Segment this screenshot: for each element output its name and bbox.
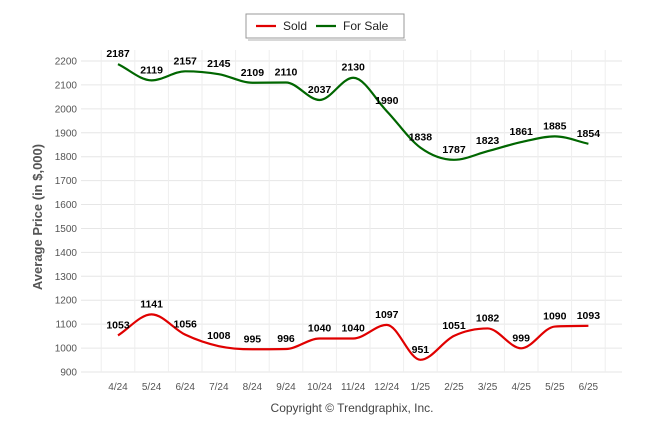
y-tick-label: 1300 — [55, 272, 78, 283]
data-label-for-sale: 2037 — [308, 84, 332, 96]
series-line-for-sale — [117, 63, 589, 161]
y-tick-label: 900 — [60, 368, 77, 379]
data-label-for-sale: 2187 — [106, 48, 130, 60]
x-tick-label: 11/24 — [341, 382, 366, 393]
y-tick-label: 1800 — [55, 152, 78, 163]
data-label-sold: 1090 — [543, 311, 567, 323]
x-tick-label: 9/24 — [276, 382, 296, 393]
data-label-sold: 1051 — [442, 320, 466, 332]
data-label-sold: 1093 — [577, 310, 601, 322]
x-tick-label: 8/24 — [243, 382, 263, 393]
x-tick-label: 7/24 — [209, 382, 229, 393]
y-tick-label: 1700 — [55, 176, 78, 187]
y-tick-label: 1200 — [55, 296, 78, 307]
data-label-for-sale: 1787 — [442, 144, 466, 156]
y-axis-label: Average Price (in $,000) — [30, 144, 45, 290]
data-label-sold: 1082 — [476, 312, 500, 324]
data-label-sold: 1008 — [207, 330, 231, 342]
y-tick-label: 1000 — [55, 344, 78, 355]
x-tick-label: 12/24 — [374, 382, 399, 393]
x-tick-label: 2/25 — [444, 382, 464, 393]
data-label-for-sale: 2119 — [140, 64, 163, 76]
copyright-text: Copyright © Trendgraphix, Inc. — [271, 401, 434, 415]
data-label-for-sale: 2130 — [342, 62, 366, 74]
data-label-for-sale: 2157 — [174, 55, 198, 67]
data-labels: 1053 1141 1056 1008 995 996 1040 1040 1097 951 105… — [106, 48, 600, 356]
data-label-sold: 1097 — [375, 309, 399, 321]
data-label-for-sale: 1838 — [409, 132, 433, 144]
data-label-for-sale: 2109 — [241, 67, 265, 79]
y-axis-ticks: 900 1000 1100 1200 1300 1400 1500 1600 1700 1800 1… — [55, 57, 78, 379]
x-tick-label: 4/24 — [108, 382, 128, 393]
data-label-sold: 999 — [512, 332, 530, 344]
data-label-for-sale: 1861 — [510, 126, 534, 138]
x-tick-label: 6/24 — [175, 382, 195, 393]
data-label-for-sale: 2145 — [207, 58, 231, 70]
y-tick-label: 2100 — [55, 80, 78, 91]
y-tick-label: 1400 — [55, 248, 78, 259]
x-tick-label: 6/25 — [579, 382, 599, 393]
x-tick-label: 5/25 — [545, 382, 565, 393]
y-tick-label: 2000 — [55, 104, 78, 115]
legend: Sold For Sale — [245, 13, 406, 41]
data-label-sold: 995 — [244, 333, 262, 345]
data-label-sold: 1040 — [308, 323, 332, 335]
x-tick-label: 4/25 — [511, 382, 531, 393]
y-tick-label: 1100 — [55, 320, 77, 331]
gridlines — [81, 50, 622, 373]
data-label-for-sale: 1854 — [577, 128, 601, 140]
y-tick-label: 1900 — [55, 128, 78, 139]
y-tick-label: 1500 — [55, 224, 78, 235]
x-tick-label: 3/25 — [478, 382, 498, 393]
x-tick-label: 10/24 — [307, 382, 332, 393]
data-label-for-sale: 1885 — [543, 120, 567, 132]
data-label-for-sale: 1990 — [375, 95, 399, 107]
data-label-for-sale: 2110 — [275, 67, 298, 79]
legend-label-for-sale: For Sale — [343, 19, 389, 33]
x-axis-ticks: 4/24 5/24 6/24 7/24 8/24 9/24 10/24 11/24 12/24 1… — [108, 382, 598, 393]
series-line-sold — [117, 313, 589, 361]
legend-label-sold: Sold — [283, 19, 307, 33]
data-label-sold: 996 — [277, 333, 295, 345]
data-label-sold: 1141 — [140, 298, 163, 310]
y-tick-label: 1600 — [55, 200, 78, 211]
x-tick-label: 1/25 — [411, 382, 431, 393]
data-label-sold: 1040 — [342, 323, 366, 335]
x-tick-label: 5/24 — [142, 382, 162, 393]
data-label-sold: 951 — [412, 344, 430, 356]
data-label-sold: 1053 — [106, 319, 130, 331]
data-label-sold: 1056 — [174, 319, 198, 331]
data-label-for-sale: 1823 — [476, 135, 500, 147]
y-tick-label: 2200 — [55, 57, 78, 68]
series-lines — [117, 63, 589, 361]
